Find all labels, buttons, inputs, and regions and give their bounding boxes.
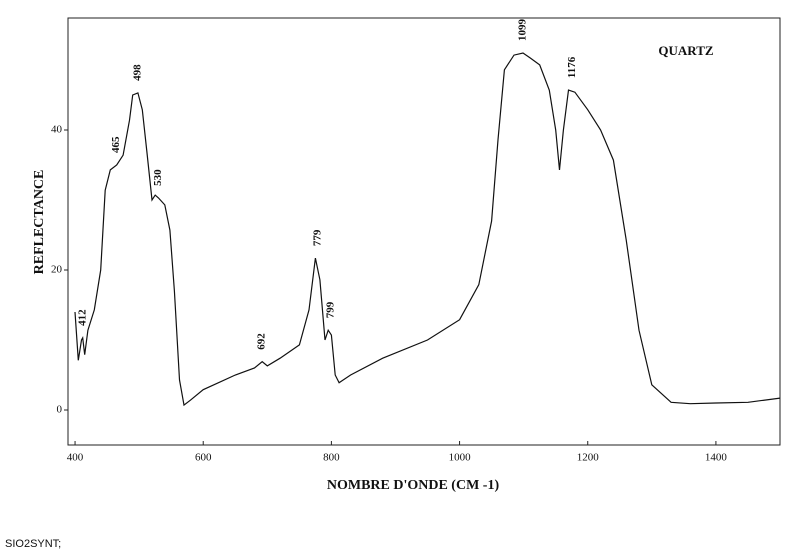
peak-label: 779 <box>311 229 323 246</box>
x-axis-label: NOMBRE D'ONDE (CM -1) <box>327 478 500 493</box>
y-tick-label: 20 <box>51 264 63 276</box>
peak-label: 1176 <box>566 56 578 78</box>
peak-label: 412 <box>76 309 88 326</box>
peak-label: 530 <box>152 169 164 186</box>
x-tick-label: 1200 <box>577 452 600 464</box>
peak-label: 465 <box>110 136 122 153</box>
y-tick-label: 40 <box>51 124 63 136</box>
peak-label: 1099 <box>517 19 529 42</box>
plot-frame <box>67 17 781 446</box>
peak-label: 498 <box>131 64 143 81</box>
x-tick-label: 400 <box>67 452 84 464</box>
x-tick-label: 1000 <box>449 452 472 464</box>
peak-label: 799 <box>324 301 336 318</box>
x-tick-label: 1400 <box>705 452 728 464</box>
y-axis-label: REFLECTANCE <box>32 170 47 275</box>
y-tick-label: 0 <box>57 404 63 416</box>
peak-label: 692 <box>256 333 268 350</box>
x-tick-label: 800 <box>323 452 340 464</box>
chart-title: QUARTZ <box>658 43 713 58</box>
footer: SIO2SYNT; <box>5 538 61 550</box>
spectrum-line <box>74 52 781 407</box>
x-tick-label: 600 <box>195 452 212 464</box>
